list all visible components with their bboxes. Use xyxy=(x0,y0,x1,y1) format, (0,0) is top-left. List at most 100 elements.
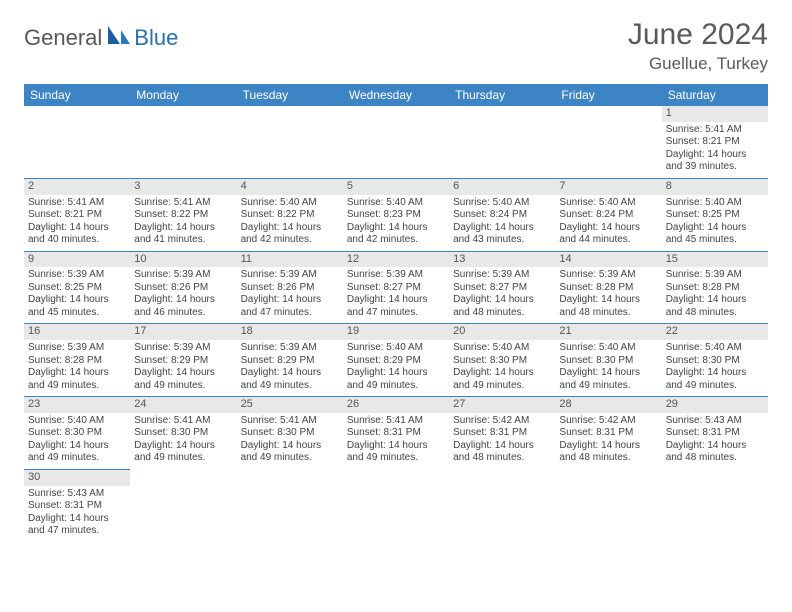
month-title: June 2024 xyxy=(628,18,768,52)
daylight-line: Daylight: 14 hours and 48 minutes. xyxy=(559,440,657,465)
calendar-cell-empty xyxy=(24,106,130,178)
daylight-line: Daylight: 14 hours and 49 minutes. xyxy=(28,440,126,465)
calendar-cell: 18Sunrise: 5:39 AMSunset: 8:29 PMDayligh… xyxy=(237,324,343,397)
location: Guellue, Turkey xyxy=(628,54,768,74)
sunrise-line: Sunrise: 5:39 AM xyxy=(28,342,126,355)
daylight-line: Daylight: 14 hours and 49 minutes. xyxy=(453,367,551,392)
day-number: 21 xyxy=(555,324,661,340)
calendar-cell: 5Sunrise: 5:40 AMSunset: 8:23 PMDaylight… xyxy=(343,178,449,251)
calendar-cell: 4Sunrise: 5:40 AMSunset: 8:22 PMDaylight… xyxy=(237,178,343,251)
weekday-header: Saturday xyxy=(662,84,768,106)
sunset-line: Sunset: 8:22 PM xyxy=(241,209,339,222)
sunset-line: Sunset: 8:22 PM xyxy=(134,209,232,222)
weekday-header: Thursday xyxy=(449,84,555,106)
daylight-line: Daylight: 14 hours and 48 minutes. xyxy=(559,294,657,319)
calendar-cell-empty xyxy=(449,106,555,178)
sunrise-line: Sunrise: 5:41 AM xyxy=(134,415,232,428)
calendar-row: 30Sunrise: 5:43 AMSunset: 8:31 PMDayligh… xyxy=(24,469,768,541)
sunrise-line: Sunrise: 5:41 AM xyxy=(241,415,339,428)
day-number: 30 xyxy=(24,470,130,486)
day-number: 2 xyxy=(24,179,130,195)
sunset-line: Sunset: 8:24 PM xyxy=(559,209,657,222)
daylight-line: Daylight: 14 hours and 49 minutes. xyxy=(666,367,764,392)
calendar-cell: 12Sunrise: 5:39 AMSunset: 8:27 PMDayligh… xyxy=(343,251,449,324)
calendar-cell: 22Sunrise: 5:40 AMSunset: 8:30 PMDayligh… xyxy=(662,324,768,397)
calendar-cell: 24Sunrise: 5:41 AMSunset: 8:30 PMDayligh… xyxy=(130,397,236,470)
calendar-cell-empty xyxy=(130,106,236,178)
calendar-cell: 7Sunrise: 5:40 AMSunset: 8:24 PMDaylight… xyxy=(555,178,661,251)
sunrise-line: Sunrise: 5:42 AM xyxy=(453,415,551,428)
sunrise-line: Sunrise: 5:43 AM xyxy=(28,488,126,501)
calendar-cell-empty xyxy=(555,469,661,541)
sunrise-line: Sunrise: 5:39 AM xyxy=(559,269,657,282)
calendar-row: 23Sunrise: 5:40 AMSunset: 8:30 PMDayligh… xyxy=(24,397,768,470)
calendar-cell: 20Sunrise: 5:40 AMSunset: 8:30 PMDayligh… xyxy=(449,324,555,397)
calendar-cell: 1Sunrise: 5:41 AMSunset: 8:21 PMDaylight… xyxy=(662,106,768,178)
sunrise-line: Sunrise: 5:40 AM xyxy=(241,197,339,210)
daylight-line: Daylight: 14 hours and 47 minutes. xyxy=(241,294,339,319)
sunset-line: Sunset: 8:29 PM xyxy=(241,355,339,368)
daylight-line: Daylight: 14 hours and 44 minutes. xyxy=(559,222,657,247)
day-number: 10 xyxy=(130,252,236,268)
calendar-cell-empty xyxy=(343,106,449,178)
calendar-cell: 21Sunrise: 5:40 AMSunset: 8:30 PMDayligh… xyxy=(555,324,661,397)
daylight-line: Daylight: 14 hours and 49 minutes. xyxy=(347,367,445,392)
calendar-cell-empty xyxy=(343,469,449,541)
sunrise-line: Sunrise: 5:39 AM xyxy=(241,269,339,282)
sunset-line: Sunset: 8:30 PM xyxy=(453,355,551,368)
calendar-cell: 14Sunrise: 5:39 AMSunset: 8:28 PMDayligh… xyxy=(555,251,661,324)
weekday-header: Wednesday xyxy=(343,84,449,106)
calendar-cell-empty xyxy=(237,469,343,541)
logo-text-general: General xyxy=(24,25,102,51)
sunrise-line: Sunrise: 5:39 AM xyxy=(347,269,445,282)
day-number: 23 xyxy=(24,397,130,413)
day-number: 8 xyxy=(662,179,768,195)
sunrise-line: Sunrise: 5:40 AM xyxy=(347,342,445,355)
sunset-line: Sunset: 8:30 PM xyxy=(241,427,339,440)
calendar-cell-empty xyxy=(555,106,661,178)
day-number: 7 xyxy=(555,179,661,195)
daylight-line: Daylight: 14 hours and 47 minutes. xyxy=(347,294,445,319)
sunrise-line: Sunrise: 5:39 AM xyxy=(241,342,339,355)
header: General Blue June 2024 Guellue, Turkey xyxy=(24,18,768,74)
daylight-line: Daylight: 14 hours and 48 minutes. xyxy=(666,294,764,319)
day-number: 6 xyxy=(449,179,555,195)
calendar-cell: 3 Sunrise: 5:41 AMSunset: 8:22 PMDaylight… xyxy=(130,178,236,251)
daylight-line: Daylight: 14 hours and 41 minutes. xyxy=(134,222,232,247)
sunrise-line: Sunrise: 5:40 AM xyxy=(666,197,764,210)
calendar-cell-empty xyxy=(662,469,768,541)
day-number: 26 xyxy=(343,397,449,413)
sunset-line: Sunset: 8:25 PM xyxy=(666,209,764,222)
day-number: 22 xyxy=(662,324,768,340)
weekday-header: Sunday xyxy=(24,84,130,106)
calendar-cell: 17Sunrise: 5:39 AMSunset: 8:29 PMDayligh… xyxy=(130,324,236,397)
day-number: 13 xyxy=(449,252,555,268)
day-number: 3 xyxy=(130,179,236,195)
sunrise-line: Sunrise: 5:39 AM xyxy=(134,269,232,282)
day-number: 17 xyxy=(130,324,236,340)
calendar-row: 9Sunrise: 5:39 AMSunset: 8:25 PMDaylight… xyxy=(24,251,768,324)
daylight-line: Daylight: 14 hours and 47 minutes. xyxy=(28,513,126,538)
daylight-line: Daylight: 14 hours and 48 minutes. xyxy=(453,294,551,319)
calendar-cell: 29Sunrise: 5:43 AMSunset: 8:31 PMDayligh… xyxy=(662,397,768,470)
sunset-line: Sunset: 8:25 PM xyxy=(28,282,126,295)
calendar-cell: 9Sunrise: 5:39 AMSunset: 8:25 PMDaylight… xyxy=(24,251,130,324)
logo-text-blue: Blue xyxy=(134,25,178,51)
daylight-line: Daylight: 14 hours and 43 minutes. xyxy=(453,222,551,247)
daylight-line: Daylight: 14 hours and 45 minutes. xyxy=(28,294,126,319)
sunrise-line: Sunrise: 5:41 AM xyxy=(347,415,445,428)
calendar-cell: 30Sunrise: 5:43 AMSunset: 8:31 PMDayligh… xyxy=(24,469,130,541)
sunrise-line: Sunrise: 5:40 AM xyxy=(666,342,764,355)
sunset-line: Sunset: 8:24 PM xyxy=(453,209,551,222)
sunrise-line: Sunrise: 5:41 AM xyxy=(134,197,232,210)
daylight-line: Daylight: 14 hours and 49 minutes. xyxy=(241,367,339,392)
sail-icon xyxy=(106,24,132,51)
day-number: 25 xyxy=(237,397,343,413)
calendar-cell: 2Sunrise: 5:41 AMSunset: 8:21 PMDaylight… xyxy=(24,178,130,251)
day-number: 1 xyxy=(662,106,768,122)
calendar-cell: 13Sunrise: 5:39 AMSunset: 8:27 PMDayligh… xyxy=(449,251,555,324)
sunset-line: Sunset: 8:21 PM xyxy=(666,136,764,149)
day-number: 15 xyxy=(662,252,768,268)
sunset-line: Sunset: 8:29 PM xyxy=(134,355,232,368)
sunset-line: Sunset: 8:28 PM xyxy=(28,355,126,368)
